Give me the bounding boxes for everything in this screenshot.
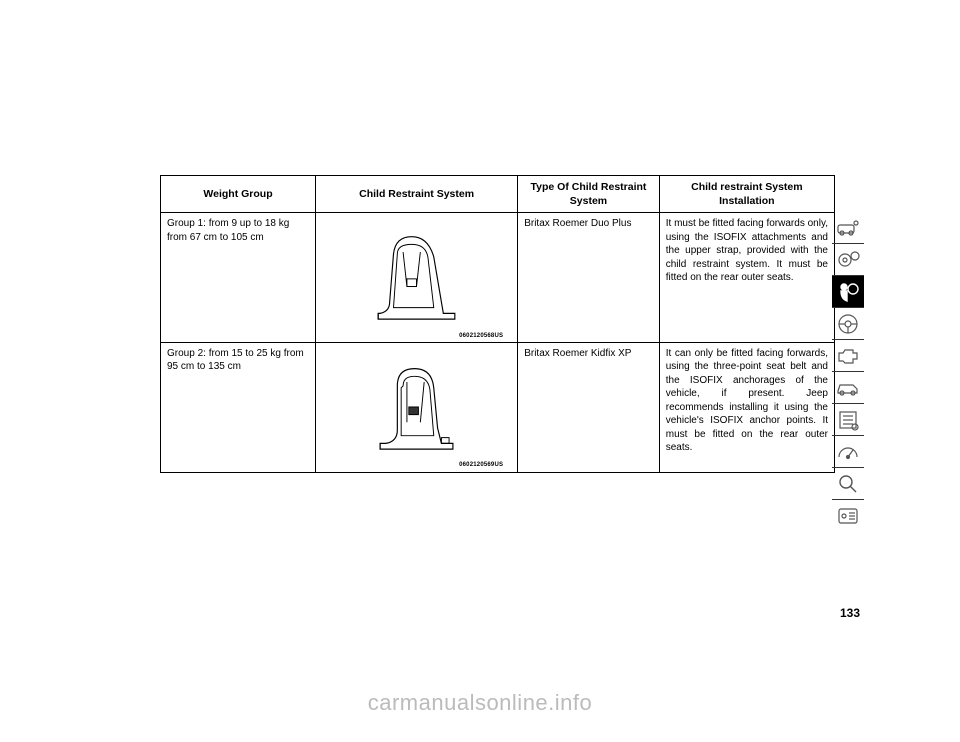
restraint-table-container: Weight Group Child Restraint System Type… — [160, 175, 835, 473]
image-code: 0602120569US — [320, 461, 513, 469]
info-icon[interactable] — [832, 500, 864, 532]
child-seat-icon — [359, 351, 474, 461]
restraint-table: Weight Group Child Restraint System Type… — [160, 175, 835, 473]
install-cell: It can only be fitted facing forwards, u… — [659, 342, 834, 472]
install-cell: It must be fitted facing forwards only, … — [659, 213, 834, 343]
checklist-icon[interactable] — [832, 404, 864, 436]
type-cell: Britax Roemer Duo Plus — [518, 213, 660, 343]
weight-group-cell: Group 2: from 15 to 25 kg from 95 cm to … — [161, 342, 316, 472]
col-header-install: Child restraint System Installation — [659, 176, 834, 213]
image-code: 0602120568US — [320, 332, 513, 340]
magnifier-icon[interactable] — [832, 468, 864, 500]
passenger-airbag-icon[interactable] — [832, 276, 864, 308]
weight-group-cell: Group 1: from 9 up to 18 kg from 67 cm t… — [161, 213, 316, 343]
child-seat-icon — [359, 221, 474, 331]
col-header-weight: Weight Group — [161, 176, 316, 213]
engine-icon[interactable] — [832, 340, 864, 372]
steering-wheel-icon[interactable] — [832, 308, 864, 340]
seat-image-cell: 0602120568US — [316, 213, 518, 343]
table-row: Group 1: from 9 up to 18 kg from 67 cm t… — [161, 213, 835, 343]
watermark-text: carmanualsonline.info — [368, 690, 593, 716]
steering-airbag-icon[interactable] — [832, 244, 864, 276]
section-nav-sidebar — [832, 212, 864, 532]
gauge-icon[interactable] — [832, 436, 864, 468]
seat-image-cell: 0602120569US — [316, 342, 518, 472]
col-header-type: Type Of Child Restraint System — [518, 176, 660, 213]
col-header-system: Child Restraint System — [316, 176, 518, 213]
table-row: Group 2: from 15 to 25 kg from 95 cm to … — [161, 342, 835, 472]
type-cell: Britax Roemer Kidfix XP — [518, 342, 660, 472]
page-number: 133 — [840, 606, 860, 620]
vehicle-view-icon[interactable] — [832, 212, 864, 244]
car-side-icon[interactable] — [832, 372, 864, 404]
